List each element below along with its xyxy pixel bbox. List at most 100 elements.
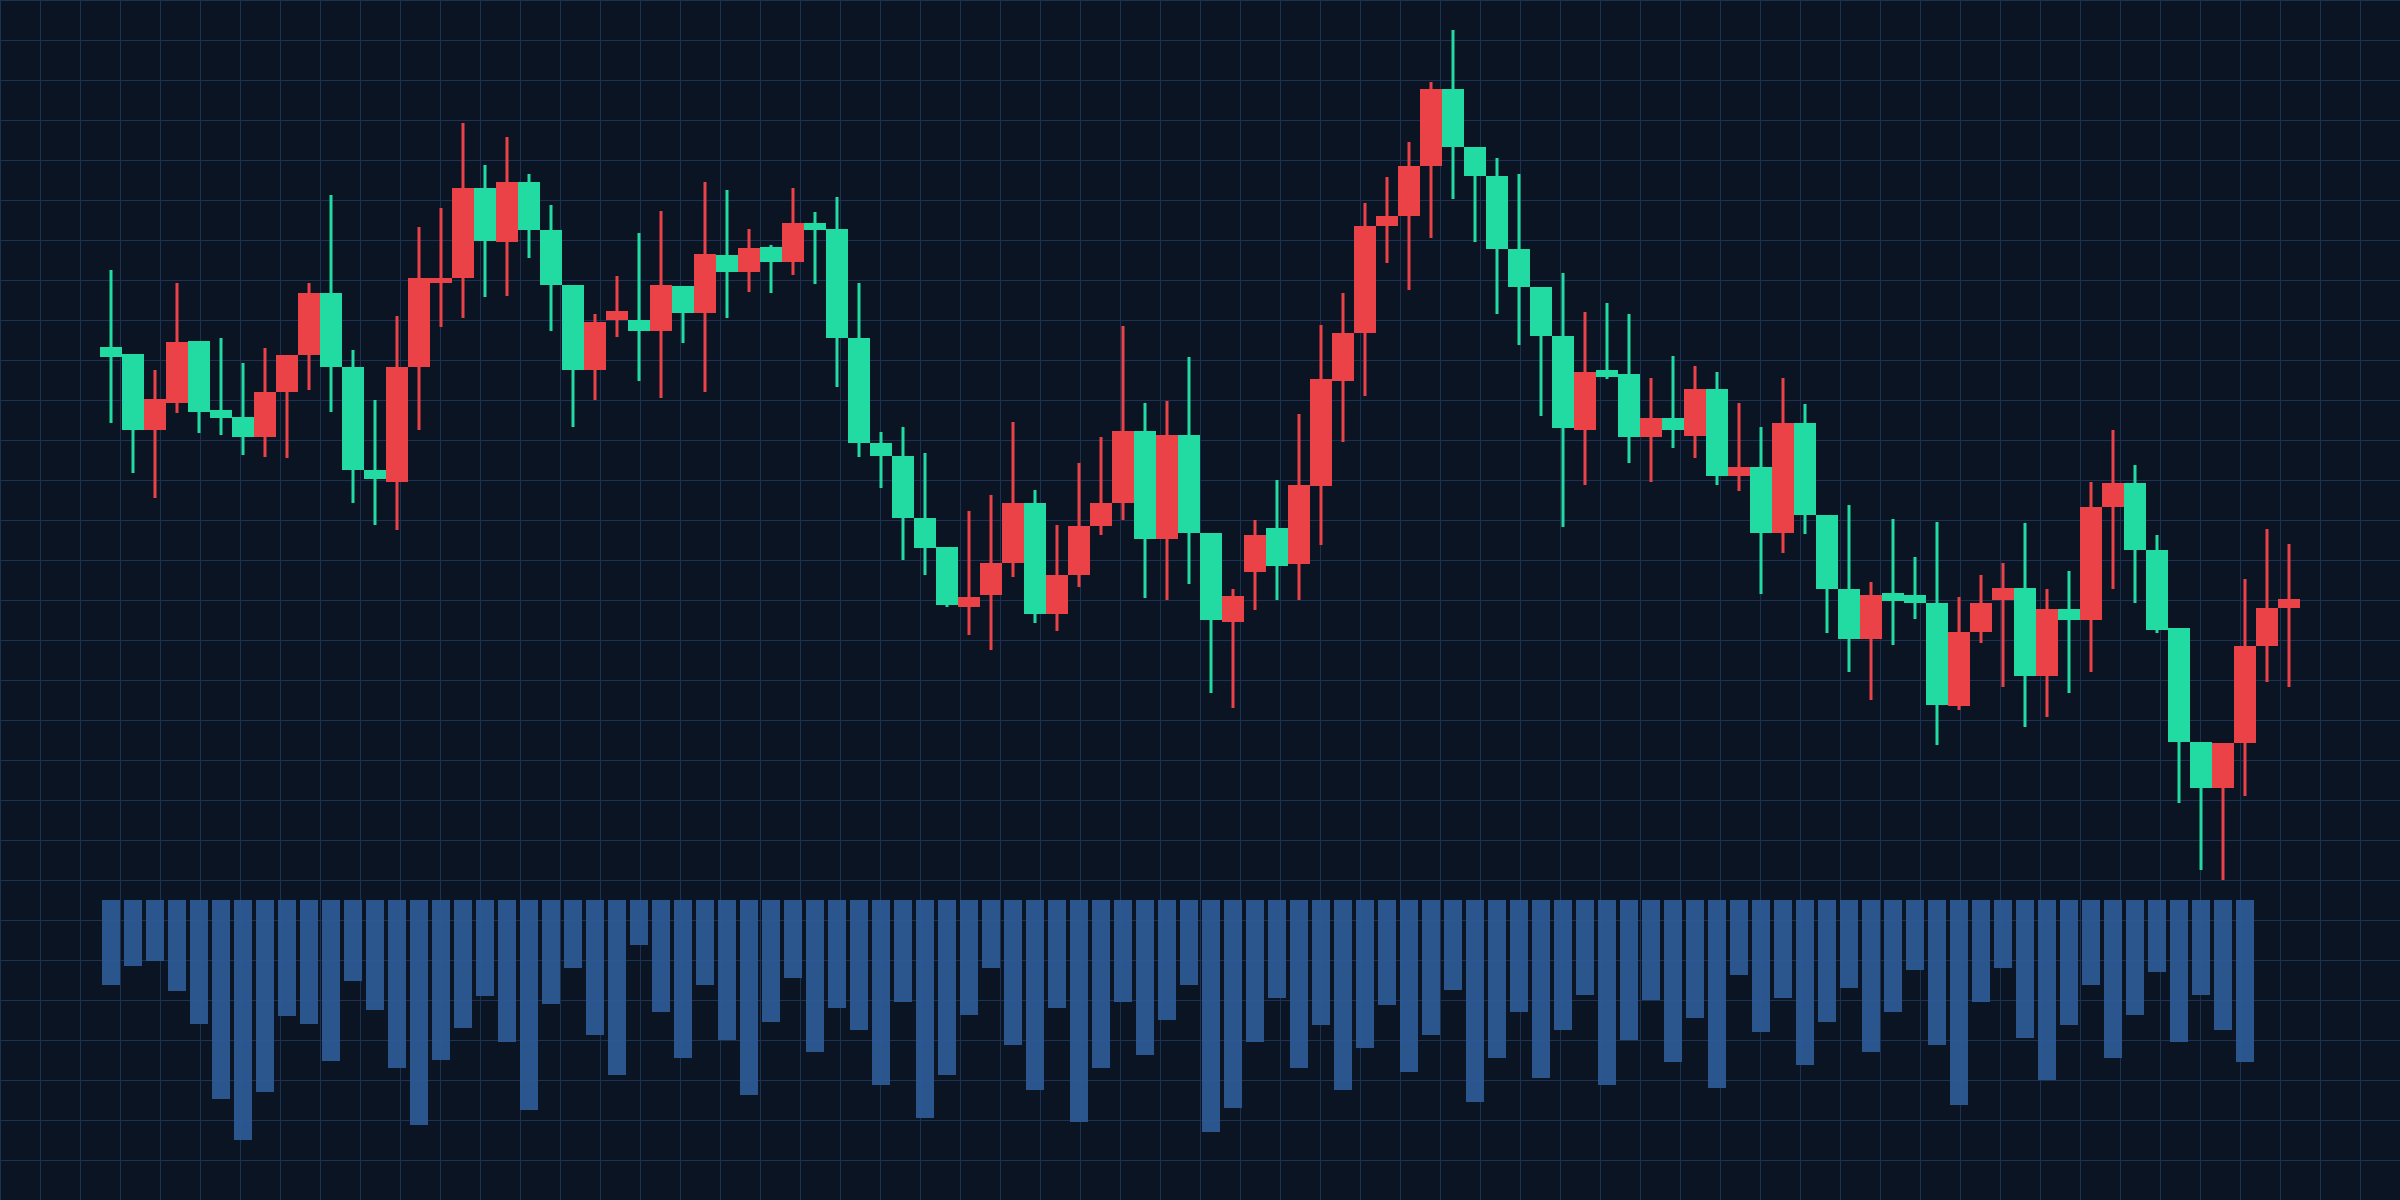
- candle: [1134, 403, 1156, 598]
- volume-bar: [1972, 900, 1990, 1002]
- volume-bar: [806, 900, 824, 1052]
- candle-body: [1024, 503, 1046, 614]
- candle-body: [2212, 743, 2234, 788]
- candle: [1772, 378, 1794, 553]
- volume-bar: [2126, 900, 2144, 1015]
- volume-bar: [916, 900, 934, 1118]
- candle-body: [474, 188, 496, 241]
- candle-body: [540, 230, 562, 285]
- volume-bar: [2170, 900, 2188, 1042]
- candle-body: [1156, 435, 1178, 539]
- volume-bar: [608, 900, 626, 1075]
- volume-bars: [102, 900, 2254, 1140]
- candle-body: [1398, 166, 1420, 216]
- candle-body: [342, 367, 364, 470]
- candle: [782, 188, 804, 275]
- volume-bar: [1554, 900, 1572, 1030]
- candle-body: [254, 392, 276, 437]
- candle: [1530, 287, 1552, 416]
- candle-body: [2190, 742, 2212, 788]
- volume-bar: [1246, 900, 1264, 1042]
- candle: [1706, 372, 1728, 485]
- candle-body: [2102, 483, 2124, 507]
- candle-body: [1948, 632, 1970, 706]
- candle: [1992, 563, 2014, 687]
- volume-bar: [982, 900, 1000, 968]
- volume-bar: [1312, 900, 1330, 1025]
- candle-wick: [2265, 529, 2269, 682]
- volume-bar: [1950, 900, 1968, 1105]
- candle-body: [2168, 628, 2190, 742]
- candle: [1904, 557, 1926, 619]
- volume-bar: [190, 900, 208, 1024]
- candle: [430, 208, 452, 327]
- candle: [1376, 177, 1398, 263]
- candle: [1288, 414, 1310, 600]
- candle-wick: [615, 276, 619, 337]
- volume-bar: [2060, 900, 2078, 1025]
- candle-body: [408, 278, 430, 367]
- candle-wick: [219, 338, 223, 435]
- candle: [2212, 743, 2234, 880]
- candle: [1816, 515, 1838, 633]
- candle: [672, 286, 694, 343]
- candle-body: [1354, 226, 1376, 333]
- candle-body: [1706, 389, 1728, 476]
- volume-bar: [1422, 900, 1440, 1035]
- volume-bar: [1026, 900, 1044, 1090]
- volume-bar: [2192, 900, 2210, 995]
- volume-bar: [1796, 900, 1814, 1065]
- volume-bar: [432, 900, 450, 1060]
- volume-bar: [674, 900, 692, 1058]
- volume-bar: [1180, 900, 1198, 985]
- candle: [1354, 203, 1376, 396]
- candle: [1618, 314, 1640, 463]
- candle-body: [672, 286, 694, 313]
- candle: [1970, 575, 1992, 643]
- candle: [1332, 293, 1354, 442]
- volume-bar: [102, 900, 120, 985]
- volume-bar: [1598, 900, 1616, 1085]
- candle-body: [1222, 596, 1244, 622]
- volume-bar: [850, 900, 868, 1030]
- candle-wick: [241, 363, 245, 455]
- candle-body: [1530, 287, 1552, 336]
- volume-bar: [1576, 900, 1594, 995]
- candle-wick: [1913, 557, 1917, 619]
- candle-body: [1508, 249, 1530, 287]
- volume-bar: [234, 900, 252, 1140]
- candle: [342, 350, 364, 503]
- candle: [1046, 525, 1068, 631]
- volume-bar: [1290, 900, 1308, 1068]
- candle-body: [2058, 609, 2080, 620]
- candle: [1398, 142, 1420, 290]
- volume-bar: [1862, 900, 1880, 1052]
- candle-wick: [2067, 571, 2071, 693]
- volume-bar: [2082, 900, 2100, 985]
- candle: [1552, 273, 1574, 527]
- volume-bar: [1642, 900, 1660, 1000]
- candle: [2102, 430, 2124, 589]
- candle-wick: [1121, 326, 1125, 520]
- candle-body: [496, 182, 518, 242]
- volume-bar: [1378, 900, 1396, 1005]
- candle-wick: [1011, 422, 1015, 577]
- volume-bar: [2016, 900, 2034, 1038]
- volume-bar: [630, 900, 648, 945]
- candle-body: [2080, 507, 2102, 620]
- volume-bar: [1840, 900, 1858, 988]
- volume-bar: [2104, 900, 2122, 1058]
- candle-body: [1420, 89, 1442, 166]
- candle-body: [1794, 423, 1816, 515]
- volume-bar: [1136, 900, 1154, 1055]
- candle: [2278, 544, 2300, 687]
- candle-body: [1618, 374, 1640, 437]
- candle: [518, 174, 540, 258]
- candle-body: [1090, 503, 1112, 526]
- candle-body: [958, 597, 980, 607]
- candle-body: [650, 285, 672, 331]
- volume-bar: [1202, 900, 1220, 1132]
- candle-body: [2234, 646, 2256, 743]
- candle-body: [584, 322, 606, 370]
